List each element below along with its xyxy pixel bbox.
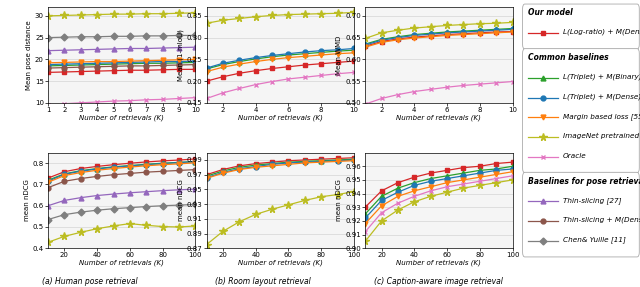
X-axis label: Number of retrievals (K): Number of retrievals (K) [396, 115, 481, 121]
Text: Common baselines: Common baselines [529, 53, 609, 62]
Text: ImageNet pretrained: ImageNet pretrained [563, 133, 639, 139]
Text: (c) Caption-aware image retrieval: (c) Caption-aware image retrieval [374, 277, 503, 286]
Text: Thin-slicing + M(Dense): Thin-slicing + M(Dense) [563, 217, 640, 223]
Text: (b) Room layout retrieval: (b) Room layout retrieval [214, 277, 310, 286]
X-axis label: Number of retrievals (K): Number of retrievals (K) [238, 115, 323, 121]
X-axis label: Number of retrievals (K): Number of retrievals (K) [238, 260, 323, 266]
Text: Thin-slicing [27]: Thin-slicing [27] [563, 197, 621, 204]
X-axis label: Number of retrievals (K): Number of retrievals (K) [79, 115, 164, 121]
Y-axis label: mean nDCG: mean nDCG [337, 179, 342, 221]
Text: Margin based loss [55]: Margin based loss [55] [563, 113, 640, 120]
Text: Our model: Our model [529, 8, 573, 18]
Text: Baselines for pose retrieval: Baselines for pose retrieval [529, 177, 640, 186]
Y-axis label: mean nDCG: mean nDCG [24, 179, 30, 221]
Text: L(Log-ratio) + M(Dense): L(Log-ratio) + M(Dense) [563, 29, 640, 36]
X-axis label: Number of retrievals (K): Number of retrievals (K) [396, 260, 481, 266]
Text: L(Triplet) + M(Binary): L(Triplet) + M(Binary) [563, 73, 640, 80]
Y-axis label: Mean pose distance: Mean pose distance [26, 20, 32, 90]
Text: (a) Human pose retrieval: (a) Human pose retrieval [42, 277, 138, 286]
Y-axis label: Mean (1-mIoU): Mean (1-mIoU) [177, 29, 184, 81]
Text: Chen& Yuille [11]: Chen& Yuille [11] [563, 237, 626, 243]
FancyBboxPatch shape [523, 49, 639, 173]
FancyBboxPatch shape [523, 172, 639, 257]
Text: Oracle: Oracle [563, 153, 587, 158]
X-axis label: Number of retrievals (K): Number of retrievals (K) [79, 260, 164, 266]
Y-axis label: Mean WMD: Mean WMD [337, 35, 342, 75]
FancyBboxPatch shape [523, 4, 639, 49]
Y-axis label: mean nDCG: mean nDCG [178, 179, 184, 221]
Text: L(Triplet) + M(Dense): L(Triplet) + M(Dense) [563, 93, 640, 100]
